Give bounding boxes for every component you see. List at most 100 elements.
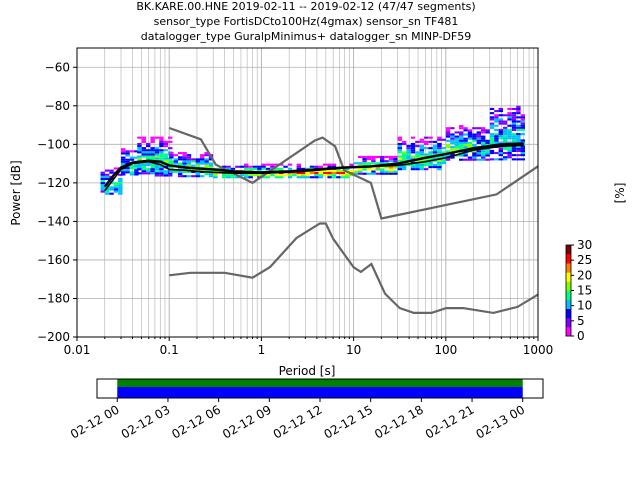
density-cell bbox=[125, 150, 130, 153]
x-tick-label: 1000 bbox=[523, 343, 554, 357]
density-cell bbox=[481, 154, 486, 157]
x-ticks: 0.01 0.1 1 10 100 1000 bbox=[64, 337, 554, 357]
density-cell bbox=[516, 133, 521, 136]
density-cell bbox=[467, 131, 473, 134]
density-cell bbox=[270, 174, 275, 177]
density-cell bbox=[331, 165, 337, 168]
density-cell bbox=[318, 174, 323, 177]
density-cell bbox=[204, 160, 209, 163]
density-cell bbox=[191, 160, 196, 163]
density-cell bbox=[336, 172, 341, 175]
density-cell bbox=[213, 176, 218, 179]
density-cell bbox=[516, 110, 521, 113]
density-cell bbox=[248, 165, 253, 168]
density-cell bbox=[154, 151, 160, 154]
density-cell bbox=[159, 166, 164, 169]
colorbar-segment bbox=[566, 254, 571, 264]
density-cell bbox=[437, 136, 442, 139]
density-cell bbox=[173, 162, 178, 165]
density-cell bbox=[410, 142, 416, 146]
density-cell bbox=[113, 184, 119, 187]
density-cell bbox=[134, 150, 139, 153]
density-cell bbox=[345, 176, 350, 179]
density-cell bbox=[428, 147, 433, 150]
density-cell bbox=[423, 153, 429, 156]
density-cell bbox=[520, 154, 525, 157]
density-cell bbox=[397, 145, 402, 148]
density-cell bbox=[485, 143, 490, 147]
density-cell bbox=[432, 145, 438, 148]
density-cell bbox=[129, 164, 135, 168]
density-cell bbox=[208, 166, 214, 169]
density-cell bbox=[146, 157, 151, 160]
density-cell bbox=[397, 159, 402, 162]
density-cell bbox=[415, 153, 420, 156]
density-cell bbox=[120, 162, 126, 165]
density-cell bbox=[331, 172, 337, 175]
density-cell bbox=[463, 150, 468, 153]
density-cell bbox=[204, 166, 209, 169]
density-cell bbox=[200, 162, 205, 165]
density-cell bbox=[415, 159, 420, 162]
y-tick-label: −200 bbox=[37, 330, 70, 344]
density-cell bbox=[423, 136, 429, 139]
density-cell bbox=[401, 155, 407, 158]
time-tick-label: 02-12 21 bbox=[423, 402, 477, 441]
density-cell bbox=[118, 184, 123, 187]
density-cell bbox=[345, 174, 350, 177]
density-cell bbox=[397, 138, 402, 141]
density-cell bbox=[208, 173, 214, 176]
density-cell bbox=[154, 174, 160, 177]
y-tick-label: −80 bbox=[45, 99, 70, 113]
density-cell bbox=[502, 152, 508, 155]
density-cell bbox=[397, 147, 402, 150]
density-cell bbox=[472, 137, 477, 140]
density-cell bbox=[358, 172, 363, 175]
density-cell bbox=[432, 157, 438, 160]
density-cell bbox=[168, 172, 173, 175]
density-cell bbox=[481, 139, 486, 142]
density-cell bbox=[494, 152, 499, 155]
density-cell bbox=[191, 168, 196, 171]
density-cell bbox=[520, 133, 525, 136]
density-cell bbox=[459, 143, 464, 147]
density-cell bbox=[388, 160, 394, 163]
density-cell bbox=[502, 131, 508, 134]
density-cell bbox=[520, 122, 525, 125]
density-cell bbox=[243, 176, 249, 179]
density-cell bbox=[141, 140, 147, 143]
density-cell bbox=[437, 138, 442, 141]
density-cell bbox=[520, 118, 525, 121]
density-cell bbox=[401, 166, 407, 169]
density-cell bbox=[494, 128, 499, 131]
density-cell bbox=[125, 158, 130, 161]
density-cell bbox=[150, 157, 155, 160]
density-cell bbox=[154, 149, 160, 152]
density-cell bbox=[445, 154, 451, 157]
time-tick-label: 02-12 12 bbox=[271, 402, 325, 441]
density-cell bbox=[437, 161, 442, 164]
density-cell bbox=[200, 158, 205, 161]
density-cell bbox=[146, 153, 151, 156]
density-cell bbox=[437, 147, 442, 150]
density-cell bbox=[191, 170, 196, 174]
density-cell bbox=[104, 173, 110, 176]
density-cell bbox=[292, 172, 297, 175]
density-cell bbox=[401, 151, 407, 154]
density-cell bbox=[366, 162, 372, 165]
density-cell bbox=[441, 159, 446, 162]
density-cell bbox=[463, 152, 468, 155]
density-cell bbox=[120, 150, 126, 153]
density-cell bbox=[507, 152, 512, 155]
density-cell bbox=[459, 154, 464, 157]
density-cell bbox=[485, 129, 490, 132]
density-cell bbox=[186, 175, 192, 178]
density-cell bbox=[419, 168, 424, 171]
density-cell bbox=[366, 157, 372, 161]
density-cell bbox=[221, 174, 227, 177]
density-cell bbox=[204, 154, 209, 157]
density-cell bbox=[494, 133, 499, 136]
density-cell bbox=[100, 173, 105, 176]
colorbar-tick-label: 30 bbox=[577, 238, 592, 252]
title-line-1: BK.KARE.00.HNE 2019-02-11 -- 2019-02-12 … bbox=[136, 0, 475, 13]
